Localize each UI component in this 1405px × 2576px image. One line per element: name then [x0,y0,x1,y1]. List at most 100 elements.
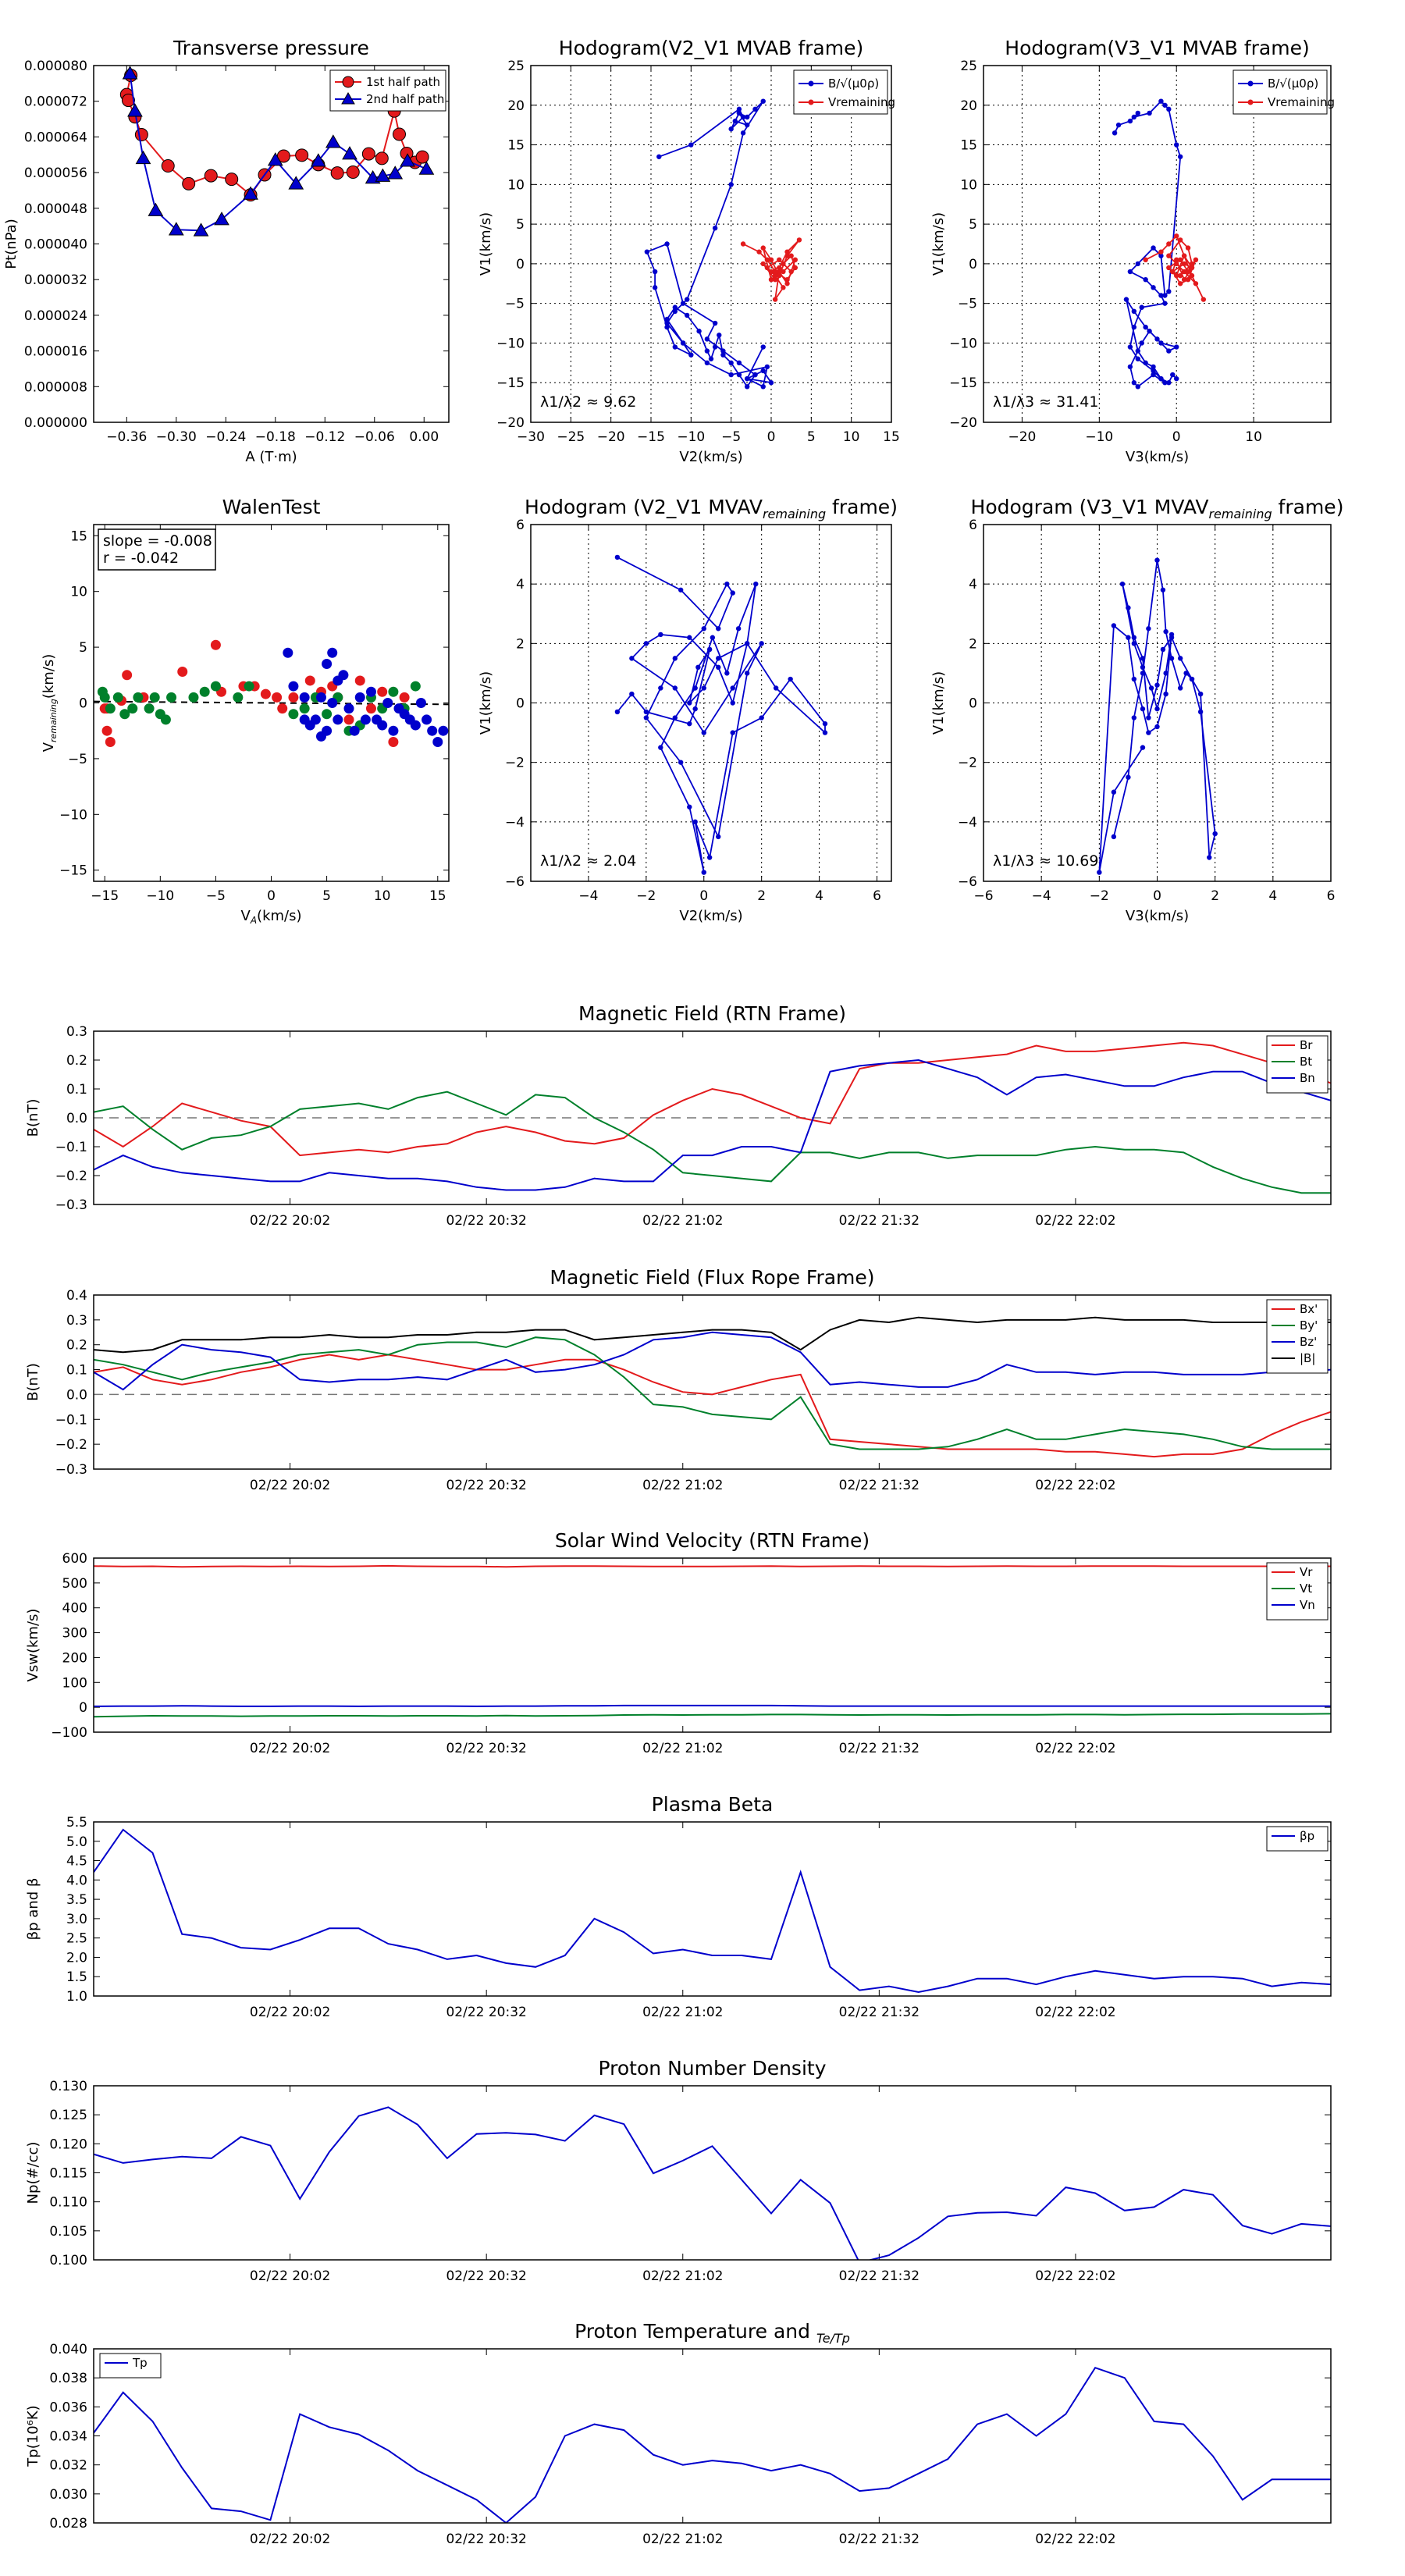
data-point [614,709,621,715]
data-point [399,692,410,703]
data-point [1135,348,1140,354]
x-tick-label: 2 [1211,888,1219,904]
data-point [1112,130,1118,136]
data-point [720,352,726,358]
y-tick-label: 4.0 [66,1873,87,1888]
data-point [735,626,742,632]
data-point [1174,375,1179,382]
data-point [177,667,188,678]
data-layer [94,2106,1331,2260]
panel-np: Proton Number Density 0.100 0.105 0.110 0.11… [25,2057,1332,2284]
x-tick-label: −30 [517,429,545,445]
data-point [736,360,742,366]
data-point [792,257,798,263]
x-tick-label: 02/22 22:02 [1035,2268,1115,2284]
data-layer [614,554,828,875]
data-point [745,114,750,120]
data-point [1135,384,1140,390]
x-axis-label: V2(km/s) [679,449,742,465]
y-tick-label: 0.000008 [24,379,87,395]
chart-title: Hodogram(V3_V1 MVAB frame) [1005,37,1309,59]
data-point [1131,641,1137,646]
legend-box [99,2353,162,2379]
data-point [121,94,135,108]
x-tick-label: 02/22 21:02 [642,2268,723,2284]
chart-title: Proton Temperature and Te/Tp [574,2320,850,2346]
data-point [788,269,794,275]
data-point [299,692,310,703]
data-point [772,272,778,279]
data-point [692,819,698,825]
series-line-0 [94,1354,1331,1458]
x-tick-label: 0 [699,888,708,904]
y-axis-label: V1(km/s) [478,212,494,276]
y-axis-label: B(nT) [25,1363,41,1401]
data-point [299,714,310,725]
chart-title: WalenTest [222,496,321,518]
x-tick-label: −0.30 [156,429,197,445]
data-point [701,685,706,691]
y-tick-label: −15 [496,375,525,391]
data-point [1177,272,1183,279]
plot-frame [93,2085,1332,2261]
data-point [777,265,782,271]
panel-walen: WalenTest−15 −10 −5 0 5 10 15−15−10−5051015VA(… [41,496,450,926]
chart-title: Transverse pressure [173,37,369,59]
y-tick-label: 0.032 [49,2458,87,2474]
x-tick-label: 02/22 20:02 [250,2005,330,2020]
data-point [410,681,421,692]
data-point [310,714,321,725]
data-point [1185,277,1191,283]
data-point [188,692,199,703]
data-point [415,698,426,708]
data-point [687,700,692,706]
panel-h1: Hodogram(V2_V1 MVAB frame) −30 −25 −20 −15 −1… [478,37,900,465]
data-point [736,372,742,378]
x-tick-label: 02/22 21:02 [642,2532,723,2547]
data-point [160,714,171,725]
y-tick-label: −20 [496,415,525,431]
legend-label: B/√(μ0ρ) [828,76,879,91]
data-point [777,272,782,279]
data-point [745,384,750,390]
legend-label: 1st half path [366,75,440,89]
legend-label: By' [1300,1318,1318,1332]
data-point [728,360,734,366]
data-point [1197,709,1204,715]
data-point [759,641,764,646]
data-point [1131,114,1137,120]
data-point [772,277,778,283]
data-point [788,253,794,258]
data-point [730,590,735,596]
data-point [652,269,658,275]
data-point [1174,142,1179,148]
data-point [685,312,690,318]
legend-label: Bt [1300,1055,1312,1069]
panel-mag_fr: Magnetic Field (Flux Rope Frame) −0.3 −0.2… [25,1266,1332,1493]
data-point [1147,110,1152,116]
y-tick-label: −0.3 [55,1197,87,1213]
data-point [133,692,144,703]
x-tick-label: 10 [374,888,391,904]
y-tick-label: 2 [969,636,977,652]
data-point [1189,265,1195,271]
data-point [822,730,828,735]
y-axis-label: B(nT) [25,1099,41,1137]
data-point [716,664,721,670]
data-point [1143,324,1148,330]
data-point [1131,635,1137,640]
data-point [1197,691,1204,697]
data-point [692,685,698,691]
x-tick-label: 02/22 20:32 [446,2532,526,2547]
y-tick-label: 20 [507,98,525,114]
data-point [745,375,750,382]
y-tick-label: 20 [960,98,977,114]
data-point [629,691,635,697]
data-point [1177,257,1183,263]
x-tick-label: 02/22 22:02 [1035,1213,1115,1229]
panel-pt: Transverse pressure−0.36 −0.30 −0.24 −0.18−… [3,37,450,465]
data-point [745,671,750,676]
x-tick-label: 0.00 [409,429,439,445]
data-point [1127,364,1133,370]
data-point [643,715,649,720]
